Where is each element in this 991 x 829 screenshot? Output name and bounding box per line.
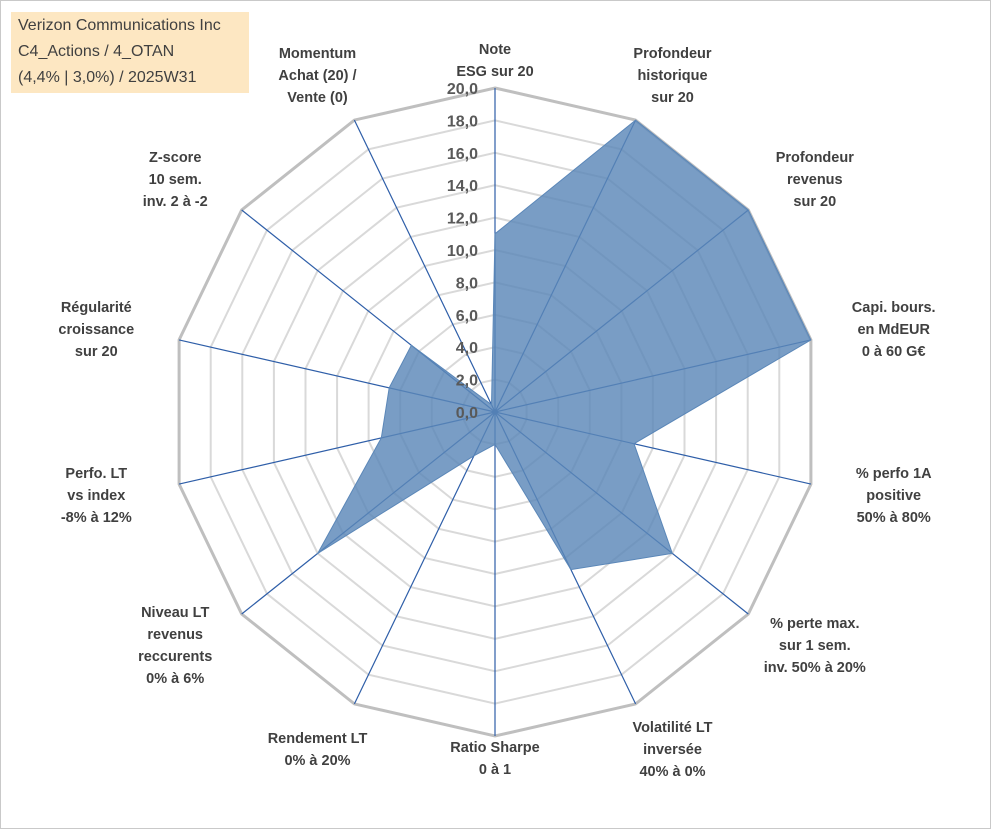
tick-label-8: 16,0 <box>447 146 478 163</box>
axis-label-5-line-1: sur 1 sem. <box>779 638 851 654</box>
title-box: Verizon Communications Inc C4_Actions / … <box>11 12 249 93</box>
axis-label-4: % perfo 1A positive 50% à 80% <box>856 466 932 526</box>
axis-label-8-line-1: 0% à 20% <box>284 753 350 769</box>
axis-label-11: Régularité croissance sur 20 <box>58 300 134 360</box>
radar-series <box>316 119 812 571</box>
axis-label-11-line-2: sur 20 <box>75 344 118 360</box>
tick-label-0: 0,0 <box>456 405 478 422</box>
tick-label-1: 2,0 <box>456 373 478 390</box>
radar-axis-labels: Note ESG sur 20 Profondeur historique sur 20… <box>58 42 935 780</box>
axis-label-6-line-1: inversée <box>643 742 702 758</box>
axis-label-0-line-1: ESG sur 20 <box>456 64 533 80</box>
axis-label-12-line-1: 10 sem. <box>149 172 202 188</box>
tick-label-4: 8,0 <box>456 275 478 292</box>
axis-label-2-line-0: Profondeur <box>776 150 854 166</box>
axis-label-1-line-1: historique <box>637 68 707 84</box>
title-line-week: (4,4% | 3,0%) / 2025W31 <box>18 69 197 86</box>
axis-label-4-line-1: positive <box>866 488 921 504</box>
axis-label-12-line-0: Z-score <box>149 150 201 166</box>
axis-label-10-line-2: -8% à 12% <box>61 510 132 526</box>
axis-label-5-line-0: % perte max. <box>770 616 859 632</box>
axis-label-1: Profondeur historique sur 20 <box>633 46 711 106</box>
axis-label-7-line-0: Ratio Sharpe <box>450 740 539 756</box>
axis-label-1-line-2: sur 20 <box>651 90 694 106</box>
tick-label-2: 4,0 <box>456 340 478 357</box>
axis-label-13-line-2: Vente (0) <box>287 90 348 106</box>
axis-label-6-line-0: Volatilité LT <box>632 720 712 736</box>
axis-label-9-line-0: Niveau LT <box>141 605 209 621</box>
spoke-8 <box>353 411 496 705</box>
tick-label-10: 20,0 <box>447 81 478 98</box>
axis-label-13: Momentum Achat (20) / Vente (0) <box>278 46 356 106</box>
axis-label-13-line-1: Achat (20) / <box>278 68 356 84</box>
title-line-company: Verizon Communications Inc <box>18 17 221 34</box>
tick-label-5: 10,0 <box>447 243 478 260</box>
axis-label-3-line-1: en MdEUR <box>857 322 930 338</box>
axis-label-0: Note ESG sur 20 <box>456 42 533 80</box>
axis-label-6: Volatilité LT inversée 40% à 0% <box>632 720 712 780</box>
axis-label-10: Perfo. LT vs index -8% à 12% <box>61 466 132 526</box>
tick-label-6: 12,0 <box>447 211 478 228</box>
axis-label-3-line-2: 0 à 60 G€ <box>862 344 926 360</box>
axis-label-5: % perte max. sur 1 sem. inv. 50% à 20% <box>764 616 866 676</box>
axis-label-2: Profondeur revenus sur 20 <box>776 150 854 210</box>
axis-label-12: Z-score 10 sem. inv. 2 à -2 <box>143 150 208 210</box>
axis-label-2-line-2: sur 20 <box>793 194 836 210</box>
axis-label-9-line-3: 0% à 6% <box>146 671 204 687</box>
title-line-portfolio: C4_Actions / 4_OTAN <box>18 43 175 60</box>
axis-label-8: Rendement LT 0% à 20% <box>268 731 368 769</box>
axis-label-5-line-2: inv. 50% à 20% <box>764 660 866 676</box>
tick-label-9: 18,0 <box>447 113 478 130</box>
tick-label-7: 14,0 <box>447 178 478 195</box>
axis-label-4-line-2: 50% à 80% <box>857 510 931 526</box>
axis-label-0-line-0: Note <box>479 42 511 58</box>
axis-label-10-line-1: vs index <box>67 488 125 504</box>
axis-label-8-line-0: Rendement LT <box>268 731 368 747</box>
axis-label-1-line-0: Profondeur <box>633 46 711 62</box>
axis-label-3-line-0: Capi. bours. <box>852 300 936 316</box>
axis-label-9-line-2: reccurents <box>138 649 212 665</box>
axis-label-9-line-1: revenus <box>147 627 203 643</box>
axis-label-10-line-0: Perfo. LT <box>65 466 127 482</box>
axis-label-7: Ratio Sharpe 0 à 1 <box>450 740 539 778</box>
axis-label-12-line-2: inv. 2 à -2 <box>143 194 208 210</box>
axis-label-4-line-0: % perfo 1A <box>856 466 932 482</box>
axis-label-2-line-1: revenus <box>787 172 843 188</box>
axis-label-6-line-2: 40% à 0% <box>639 764 705 780</box>
spoke-13 <box>353 119 496 413</box>
tick-label-3: 6,0 <box>456 308 478 325</box>
axis-label-11-line-0: Régularité <box>61 300 132 316</box>
axis-label-3: Capi. bours. en MdEUR 0 à 60 G€ <box>852 300 936 360</box>
axis-label-11-line-1: croissance <box>58 322 134 338</box>
axis-label-9: Niveau LT revenus reccurents 0% à 6% <box>138 605 212 687</box>
radar-tick-labels: 0,0 2,0 4,0 6,0 8,0 10,0 12,0 14,0 16,0 18,0 20,0 <box>447 81 478 422</box>
series-area <box>316 119 812 571</box>
axis-label-13-line-0: Momentum <box>279 46 356 62</box>
axis-label-7-line-1: 0 à 1 <box>479 762 511 778</box>
